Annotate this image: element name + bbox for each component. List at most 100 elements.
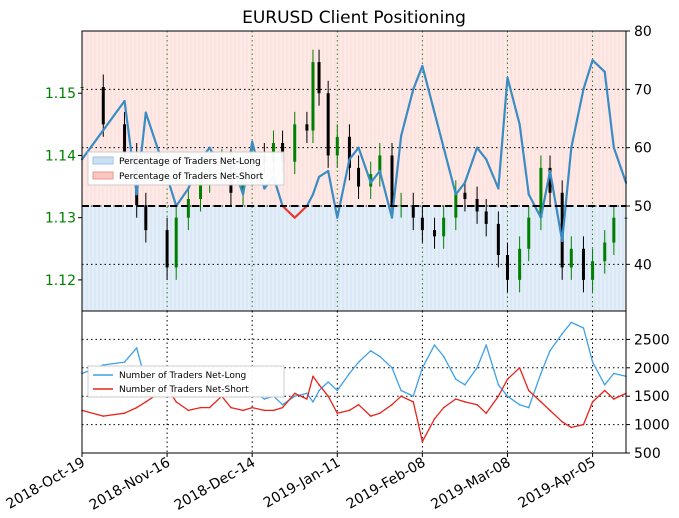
net-long-zone [82,206,626,311]
pct-long-segment [80,129,105,161]
pct-long-segment [390,134,403,219]
count-short-line-point [412,401,415,403]
pct-long-segment [497,76,509,190]
count-short-line-point [208,406,211,409]
count-short-line-point [251,406,253,409]
count-short-line-point [549,409,551,412]
x-tick-label: 2018-Nov-16 [87,455,173,514]
candle-body [144,205,148,231]
count-long-line-point [135,347,138,349]
count-short-line-point [485,412,488,415]
count-long-line-point [421,367,424,369]
candle-body [326,93,330,156]
pct-long-segment [281,204,296,219]
count-short-line-point [175,401,178,403]
count-long-line-point [123,361,126,363]
top-right-tick-label: 80 [634,24,652,40]
count-short-line-point [391,403,393,406]
count-long-line-point [570,321,573,324]
count-short-line-point [293,392,296,395]
pct-long-segment [102,99,126,132]
pct-long-segment [442,146,457,196]
x-tick-label: 2019-Mar-08 [428,455,513,513]
candle-body [335,136,339,156]
pct-long-segment [570,88,585,149]
candle-body [411,205,415,218]
candle-body [378,155,382,175]
candle-body [539,167,543,218]
count-short-line-point [506,378,509,380]
pct-long-segment [454,181,467,196]
x-tick-label: 2019-Feb-08 [344,455,429,513]
count-short-line-point [613,398,615,400]
count-short-line-point [230,406,232,409]
pct-long-segment [348,146,360,161]
legend-short-label: Percentage of Traders Net-Short [119,172,264,182]
count-long-line-point [357,361,360,363]
chart-title: EURUSD Client Positioning [242,8,466,28]
candle-body [484,211,488,224]
pct-long-segment [591,59,606,73]
candle-body [518,248,522,280]
count-long-line-point [348,372,351,375]
count-short-line-point [242,409,244,412]
pct-long-segment [463,146,479,184]
pct-long-segment [357,146,372,184]
count-short-line-point [187,409,190,412]
count-short-line-point [281,406,284,409]
candle-body [305,124,309,131]
count-short-line-point [272,409,275,412]
count-long-line-point [603,384,606,386]
candle-body [311,62,315,131]
pct-long-segment [485,158,500,190]
candle-body [475,199,479,212]
count-long-line-point [613,372,615,375]
pct-long-segment [378,169,394,219]
count-short-line-point [263,409,266,412]
candle-body [357,167,361,187]
candle-body [581,248,585,280]
bottom-right-tick-label: 1500 [634,389,670,405]
candle-body [496,223,500,255]
x-tick-label: 2019-Jan-11 [261,455,343,512]
pct-long-segment [293,204,308,219]
count-short-line-point [102,415,105,417]
pct-long-segment [582,59,594,91]
count-long-line-point [591,361,594,363]
count-short-line-point [591,401,594,403]
count-short-line-point [561,420,563,423]
candle-body [199,180,203,199]
legend-long-label: Percentage of Traders Net-Long [119,157,261,167]
count-long-line-point [379,355,381,358]
candle-body [548,167,552,193]
candle-body [569,248,573,268]
count-short-line-point [455,398,457,400]
bottom-frame [81,310,627,454]
count-short-line-point [570,426,573,429]
candle-body [527,217,531,249]
count-short-line-point [497,395,500,398]
bottom-right-tick-label: 500 [634,446,661,462]
pct-long-segment [369,169,381,184]
legend-top: Percentage of Traders Net-Long Percentag… [87,151,285,186]
legend-count-long-label: Number of Traders Net-Long [119,371,246,381]
legend-bottom: Number of Traders Net-Long Number of Tra… [87,365,285,398]
top-panel: 40 50 60 70 80 1.12 1.13 1.14 1.15 [45,24,652,312]
count-short-line-point [135,406,138,409]
top-right-tick-label: 60 [634,141,652,157]
count-long-line-point [318,389,320,392]
count-short-line-point [433,418,436,420]
count-short-line-point [421,440,424,443]
candle-body [612,217,616,243]
count-short-line-point [442,406,445,409]
pct-long-segment [421,64,436,114]
top-left-tick-label: 1.14 [45,148,76,164]
top-left-tick-label: 1.12 [45,273,76,289]
candle-body [165,230,169,268]
count-long-line-point [391,367,393,369]
pct-long-segment [336,158,351,219]
candle-body [174,217,178,268]
count-long-line-point [433,344,436,346]
top-left-tick-label: 1.13 [45,211,76,227]
